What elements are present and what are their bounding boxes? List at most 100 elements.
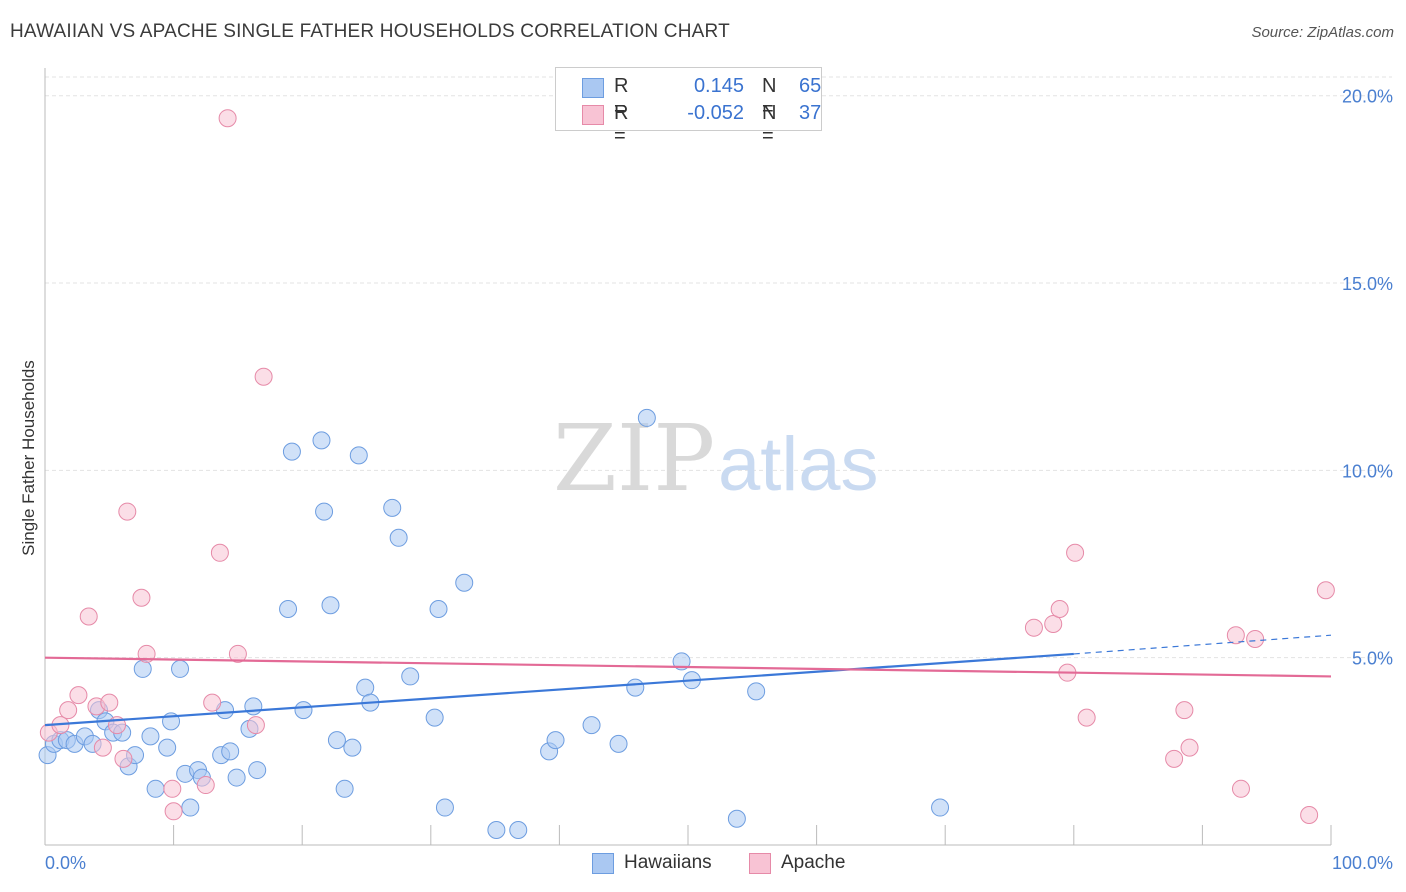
point-hawaiians: [321, 596, 340, 615]
point-hawaiians: [146, 779, 165, 798]
point-hawaiians: [727, 809, 746, 828]
point-hawaiians: [747, 682, 766, 701]
point-apache: [1226, 626, 1245, 645]
point-hawaiians: [609, 734, 628, 753]
point-hawaiians: [343, 738, 362, 757]
legend-swatch-hawaiians: [582, 78, 604, 98]
point-hawaiians: [401, 667, 420, 686]
point-apache: [1050, 599, 1069, 618]
legend-r-label: R =: [614, 75, 629, 120]
legend-swatch-apache: [582, 105, 604, 125]
point-apache: [93, 738, 112, 757]
point-apache: [79, 607, 98, 626]
point-apache: [1231, 779, 1250, 798]
point-hawaiians: [227, 768, 246, 787]
point-apache: [1316, 581, 1335, 600]
point-hawaiians: [672, 652, 691, 671]
point-apache: [1066, 543, 1085, 562]
point-apache: [1300, 806, 1319, 825]
point-apache: [69, 686, 88, 705]
point-hawaiians: [181, 798, 200, 817]
trendline-hawaiians: [44, 652, 1074, 727]
point-apache: [1044, 614, 1063, 633]
point-apache: [1165, 749, 1184, 768]
point-apache: [163, 779, 182, 798]
point-hawaiians: [158, 738, 177, 757]
point-apache: [1024, 618, 1043, 637]
y-tick-labels: 5.0% 10.0% 15.0% 20.0%: [1342, 87, 1393, 669]
point-apache: [1077, 708, 1096, 727]
point-hawaiians: [133, 659, 152, 678]
point-hawaiians: [335, 779, 354, 798]
point-hawaiians: [637, 408, 656, 427]
point-apache: [210, 543, 229, 562]
x-tick-label: 100.0%: [1332, 853, 1393, 873]
point-hawaiians: [248, 761, 267, 780]
point-hawaiians: [327, 731, 346, 750]
correlation-legend: R = 0.145 N = 65 R = -0.052 N = 37: [555, 67, 822, 147]
point-hawaiians: [383, 498, 402, 517]
point-hawaiians: [282, 442, 301, 461]
point-apache: [118, 502, 137, 521]
legend-r-label: R =: [614, 102, 629, 147]
point-apache: [1180, 738, 1199, 757]
point-apache: [164, 802, 183, 821]
trendline-apache: [44, 656, 1332, 678]
point-hawaiians: [435, 798, 454, 817]
point-hawaiians: [487, 821, 506, 840]
point-apache: [59, 701, 78, 720]
point-hawaiians: [171, 659, 190, 678]
trendline-extension-hawaiians: [1073, 634, 1332, 655]
point-apache: [1175, 701, 1194, 720]
data-points: [38, 109, 1335, 840]
series-swatch-hawaiians: [592, 853, 614, 874]
point-hawaiians: [931, 798, 950, 817]
series-swatch-apache: [749, 853, 771, 874]
point-apache: [254, 367, 273, 386]
x-tick-labels: 0.0% 100.0%: [45, 853, 1393, 873]
y-tick-label: 15.0%: [1342, 274, 1393, 294]
trendlines: [44, 634, 1332, 727]
point-apache: [218, 109, 237, 128]
point-hawaiians: [455, 573, 474, 592]
point-hawaiians: [294, 701, 313, 720]
point-hawaiians: [626, 678, 645, 697]
x-tick-label: 0.0%: [45, 853, 86, 873]
point-hawaiians: [546, 731, 565, 750]
point-apache: [132, 588, 151, 607]
point-apache: [203, 693, 222, 712]
y-tick-label: 20.0%: [1342, 87, 1393, 107]
point-hawaiians: [312, 431, 331, 450]
legend-r-value: -0.052: [687, 102, 744, 124]
point-hawaiians: [509, 821, 528, 840]
point-hawaiians: [425, 708, 444, 727]
watermark-zip: ZIP: [553, 405, 715, 512]
axes: [44, 68, 1332, 846]
point-hawaiians: [429, 599, 448, 618]
point-hawaiians: [582, 716, 601, 735]
point-hawaiians: [279, 599, 298, 618]
source-label: Source: ZipAtlas.com: [1251, 24, 1394, 41]
point-hawaiians: [349, 446, 368, 465]
legend-n-label: N =: [762, 102, 777, 147]
point-hawaiians: [389, 528, 408, 547]
gridlines: [45, 76, 1392, 659]
y-axis-title: Single Father Households: [19, 360, 38, 556]
legend-n-label: N =: [762, 75, 777, 120]
point-hawaiians: [141, 727, 160, 746]
series-label-hawaiians: Hawaiians: [624, 852, 712, 873]
point-hawaiians: [356, 678, 375, 697]
point-apache: [246, 716, 265, 735]
chart-title: HAWAIIAN VS APACHE SINGLE FATHER HOUSEHO…: [10, 21, 730, 42]
y-tick-label: 5.0%: [1352, 649, 1393, 669]
point-apache: [228, 644, 247, 663]
legend-r-value: 0.145: [693, 75, 744, 97]
point-hawaiians: [244, 697, 263, 716]
series-label-apache: Apache: [781, 852, 846, 873]
point-apache: [1246, 629, 1265, 648]
point-hawaiians: [315, 502, 334, 521]
point-apache: [100, 693, 119, 712]
watermark-atlas: atlas: [718, 422, 879, 507]
point-hawaiians: [221, 742, 240, 761]
